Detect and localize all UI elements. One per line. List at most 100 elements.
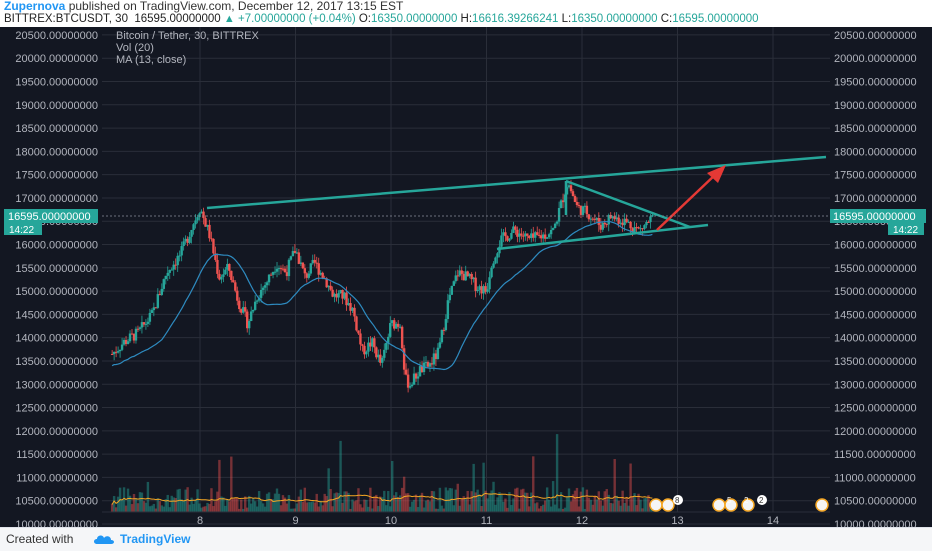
volume-bar bbox=[273, 493, 277, 512]
volume-bar bbox=[400, 487, 404, 512]
candle-body bbox=[148, 312, 152, 322]
candle-body bbox=[206, 224, 209, 227]
tradingview-link[interactable]: TradingView bbox=[120, 532, 191, 546]
volume-bar bbox=[385, 505, 388, 512]
chart-legend: Bitcoin / Tether, 30, BITTREX Vol (20) M… bbox=[116, 30, 260, 66]
badge-count[interactable] bbox=[757, 495, 767, 505]
candle-body bbox=[261, 287, 265, 290]
triangle-lower-line[interactable] bbox=[496, 223, 709, 251]
volume-bar bbox=[412, 499, 416, 512]
candle-body bbox=[371, 338, 374, 347]
flag-icon[interactable] bbox=[724, 498, 738, 512]
volume-bar bbox=[222, 497, 225, 512]
volume-bar bbox=[514, 488, 517, 512]
candle-body bbox=[299, 262, 303, 264]
volume-bar bbox=[464, 498, 467, 512]
candle-body bbox=[402, 348, 406, 370]
volume-bar bbox=[474, 492, 477, 512]
flag-icon[interactable] bbox=[741, 498, 755, 512]
volume-bar bbox=[267, 492, 271, 512]
volume-bar bbox=[208, 503, 211, 512]
volume-bar bbox=[134, 498, 138, 512]
volume-bar bbox=[575, 487, 579, 512]
volume-bar bbox=[122, 487, 126, 512]
right-price-marker: 16595.00000000 14:22 bbox=[830, 209, 926, 236]
volume-bar bbox=[236, 498, 239, 512]
candle-body bbox=[611, 216, 614, 219]
tradingview-cloud-icon[interactable] bbox=[92, 531, 116, 547]
volume-bar bbox=[549, 506, 553, 512]
upper-trendline[interactable] bbox=[206, 155, 827, 210]
volume-bar bbox=[218, 459, 221, 512]
candle-body bbox=[555, 221, 559, 224]
candle-body bbox=[369, 342, 372, 347]
volume-bar bbox=[198, 503, 201, 512]
candle-body bbox=[134, 328, 138, 341]
price-tick-label: 19500.00000000 bbox=[15, 76, 98, 88]
volume-bar bbox=[331, 506, 334, 512]
candle-body bbox=[478, 286, 481, 290]
forecast-arrow[interactable] bbox=[656, 165, 726, 231]
flag-icon[interactable] bbox=[661, 498, 675, 512]
candle-body bbox=[635, 227, 638, 229]
volume-bar bbox=[307, 502, 310, 512]
volume-bar bbox=[629, 463, 632, 512]
volume-bar bbox=[214, 501, 217, 512]
candle-body bbox=[220, 276, 223, 280]
volume-bar bbox=[259, 501, 263, 512]
volume-bar bbox=[317, 506, 320, 512]
volume-bar bbox=[396, 497, 400, 512]
volume-bar bbox=[418, 495, 422, 512]
volume-bar bbox=[621, 490, 624, 512]
candle-body bbox=[615, 217, 618, 220]
volume-bar bbox=[545, 487, 549, 512]
badge-count-text: 2 bbox=[759, 496, 764, 505]
candle-body bbox=[393, 320, 396, 329]
volume-bar bbox=[450, 488, 454, 512]
ohlc-bar: BITTREX:BTCUSDT, 30 16595.00000000 ▲ +7.… bbox=[0, 12, 932, 26]
price-tick-label: 15000.00000000 bbox=[15, 286, 98, 298]
volume-bar bbox=[458, 505, 461, 512]
author-link[interactable]: Zupernova bbox=[4, 0, 66, 13]
volume-bar bbox=[311, 501, 314, 512]
volume-bar bbox=[289, 508, 293, 512]
time-tick-label: 14 bbox=[767, 515, 779, 527]
high-value: 16616.39266241 bbox=[472, 13, 559, 25]
candle-body bbox=[381, 357, 384, 363]
volume-bar bbox=[438, 487, 442, 512]
volume-bar bbox=[585, 489, 589, 512]
candle-body bbox=[579, 205, 583, 215]
price-tick-label: 11500.00000000 bbox=[834, 449, 916, 461]
volume-bar bbox=[164, 499, 167, 512]
volume-bar bbox=[295, 503, 299, 512]
candle-body bbox=[325, 278, 328, 288]
volume-bar bbox=[536, 502, 539, 512]
flag-icon[interactable] bbox=[815, 498, 829, 512]
flag-icon[interactable] bbox=[649, 498, 663, 512]
candle-body bbox=[414, 373, 418, 379]
symbol-label: BITTREX:BTCUSDT, 30 bbox=[4, 13, 128, 25]
arrow-shaft[interactable] bbox=[656, 173, 717, 231]
volume-bar bbox=[363, 499, 366, 512]
price-chart[interactable]: 20500.00000000 20000.00000000 19500.000000… bbox=[0, 27, 932, 527]
candle-body bbox=[643, 225, 646, 229]
flag-icon[interactable] bbox=[712, 498, 726, 512]
time-axis[interactable]: 8 9 10 11 12 13 14 bbox=[197, 515, 779, 527]
volume-bar bbox=[496, 497, 499, 512]
volume-bar bbox=[541, 504, 545, 512]
price-tick-label: 10500.00000000 bbox=[834, 496, 917, 508]
volume-bar bbox=[432, 491, 436, 512]
candle-body bbox=[255, 300, 259, 302]
candle-body bbox=[404, 369, 408, 375]
left-price-axis[interactable]: 20500.00000000 20000.00000000 19500.000000… bbox=[15, 30, 98, 527]
candle-body bbox=[571, 191, 575, 197]
badge-count[interactable] bbox=[673, 495, 683, 505]
volume-bar bbox=[393, 495, 396, 512]
event-badges[interactable]: 8 5 2 2 bbox=[649, 495, 829, 512]
volume-bar bbox=[251, 498, 255, 512]
candle-body bbox=[365, 351, 368, 355]
candle-body bbox=[283, 268, 287, 273]
volume-bar bbox=[387, 491, 390, 512]
volume-bar bbox=[180, 499, 183, 512]
candle-body bbox=[543, 234, 547, 239]
